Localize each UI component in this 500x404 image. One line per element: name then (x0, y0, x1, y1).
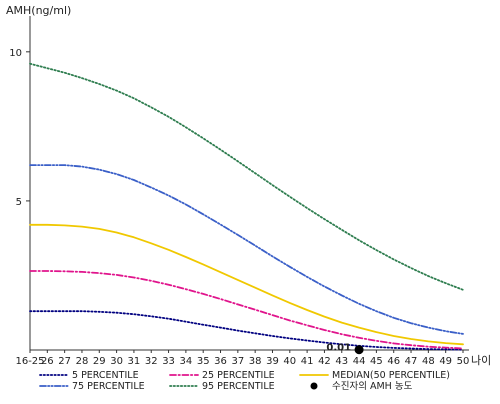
legend-label-1: 25 PERCENTILE (202, 370, 275, 381)
x-tick-label: 38 (249, 356, 262, 367)
series-line-2 (29, 223, 464, 346)
x-tick-label: 30 (110, 356, 123, 367)
x-tick-label: 34 (180, 356, 193, 367)
legend: 5 PERCENTILE 25 PERCENTILE MEDIAN(50 PERCE… (39, 370, 450, 392)
x-axis-unit-label: 나이 (471, 354, 491, 367)
x-tick-label: 45 (370, 356, 383, 367)
x-tick-label: 40 (283, 356, 296, 367)
x-tick-label: 47 (405, 356, 418, 367)
legend-label-marker: 수진자의 AMH 농도 (332, 381, 413, 392)
x-tick-label: 16-25 (15, 356, 44, 367)
legend-label-4: 95 PERCENTILE (202, 381, 275, 392)
x-tick-label: 35 (197, 356, 210, 367)
x-tick-label: 49 (439, 356, 452, 367)
x-tick-label: 42 (318, 356, 331, 367)
patient-amh-marker (354, 345, 364, 355)
x-tick-label: 37 (231, 356, 244, 367)
x-tick-label: 44 (353, 356, 366, 367)
x-tick-label: 31 (128, 356, 141, 367)
series-line-1 (29, 270, 464, 350)
legend-marker-swatch (310, 382, 318, 390)
x-tick-label: 28 (76, 356, 89, 367)
x-tick-label: 46 (387, 356, 400, 367)
series-layer (29, 62, 464, 351)
y-axis-unit-label: AMH(ng/ml) (6, 4, 71, 17)
series-line-3 (29, 164, 464, 335)
x-tick-label: 32 (145, 356, 158, 367)
x-tick-label: 39 (266, 356, 279, 367)
legend-label-0: 5 PERCENTILE (72, 370, 139, 381)
x-tick-label: 48 (422, 356, 435, 367)
x-tick-label: 26 (41, 356, 54, 367)
series-line-0 (29, 310, 464, 351)
legend-label-2: MEDIAN(50 PERCENTILE) (332, 370, 450, 381)
legend-label-3: 75 PERCENTILE (72, 381, 145, 392)
series-line-4 (29, 62, 464, 291)
x-tick-label: 27 (58, 356, 71, 367)
x-tick-label: 50 (457, 356, 470, 367)
y-tick-label: 10 (9, 48, 22, 59)
x-tick-label: 43 (335, 356, 348, 367)
x-tick-label: 36 (214, 356, 227, 367)
patient-amh-value-label: 0.01 (326, 343, 351, 354)
marker-layer: 0.01 (326, 343, 364, 355)
x-tick-label: 29 (93, 356, 106, 367)
x-tick-label: 33 (162, 356, 175, 367)
y-tick-label: 5 (16, 197, 22, 208)
x-tick-label: 41 (301, 356, 314, 367)
